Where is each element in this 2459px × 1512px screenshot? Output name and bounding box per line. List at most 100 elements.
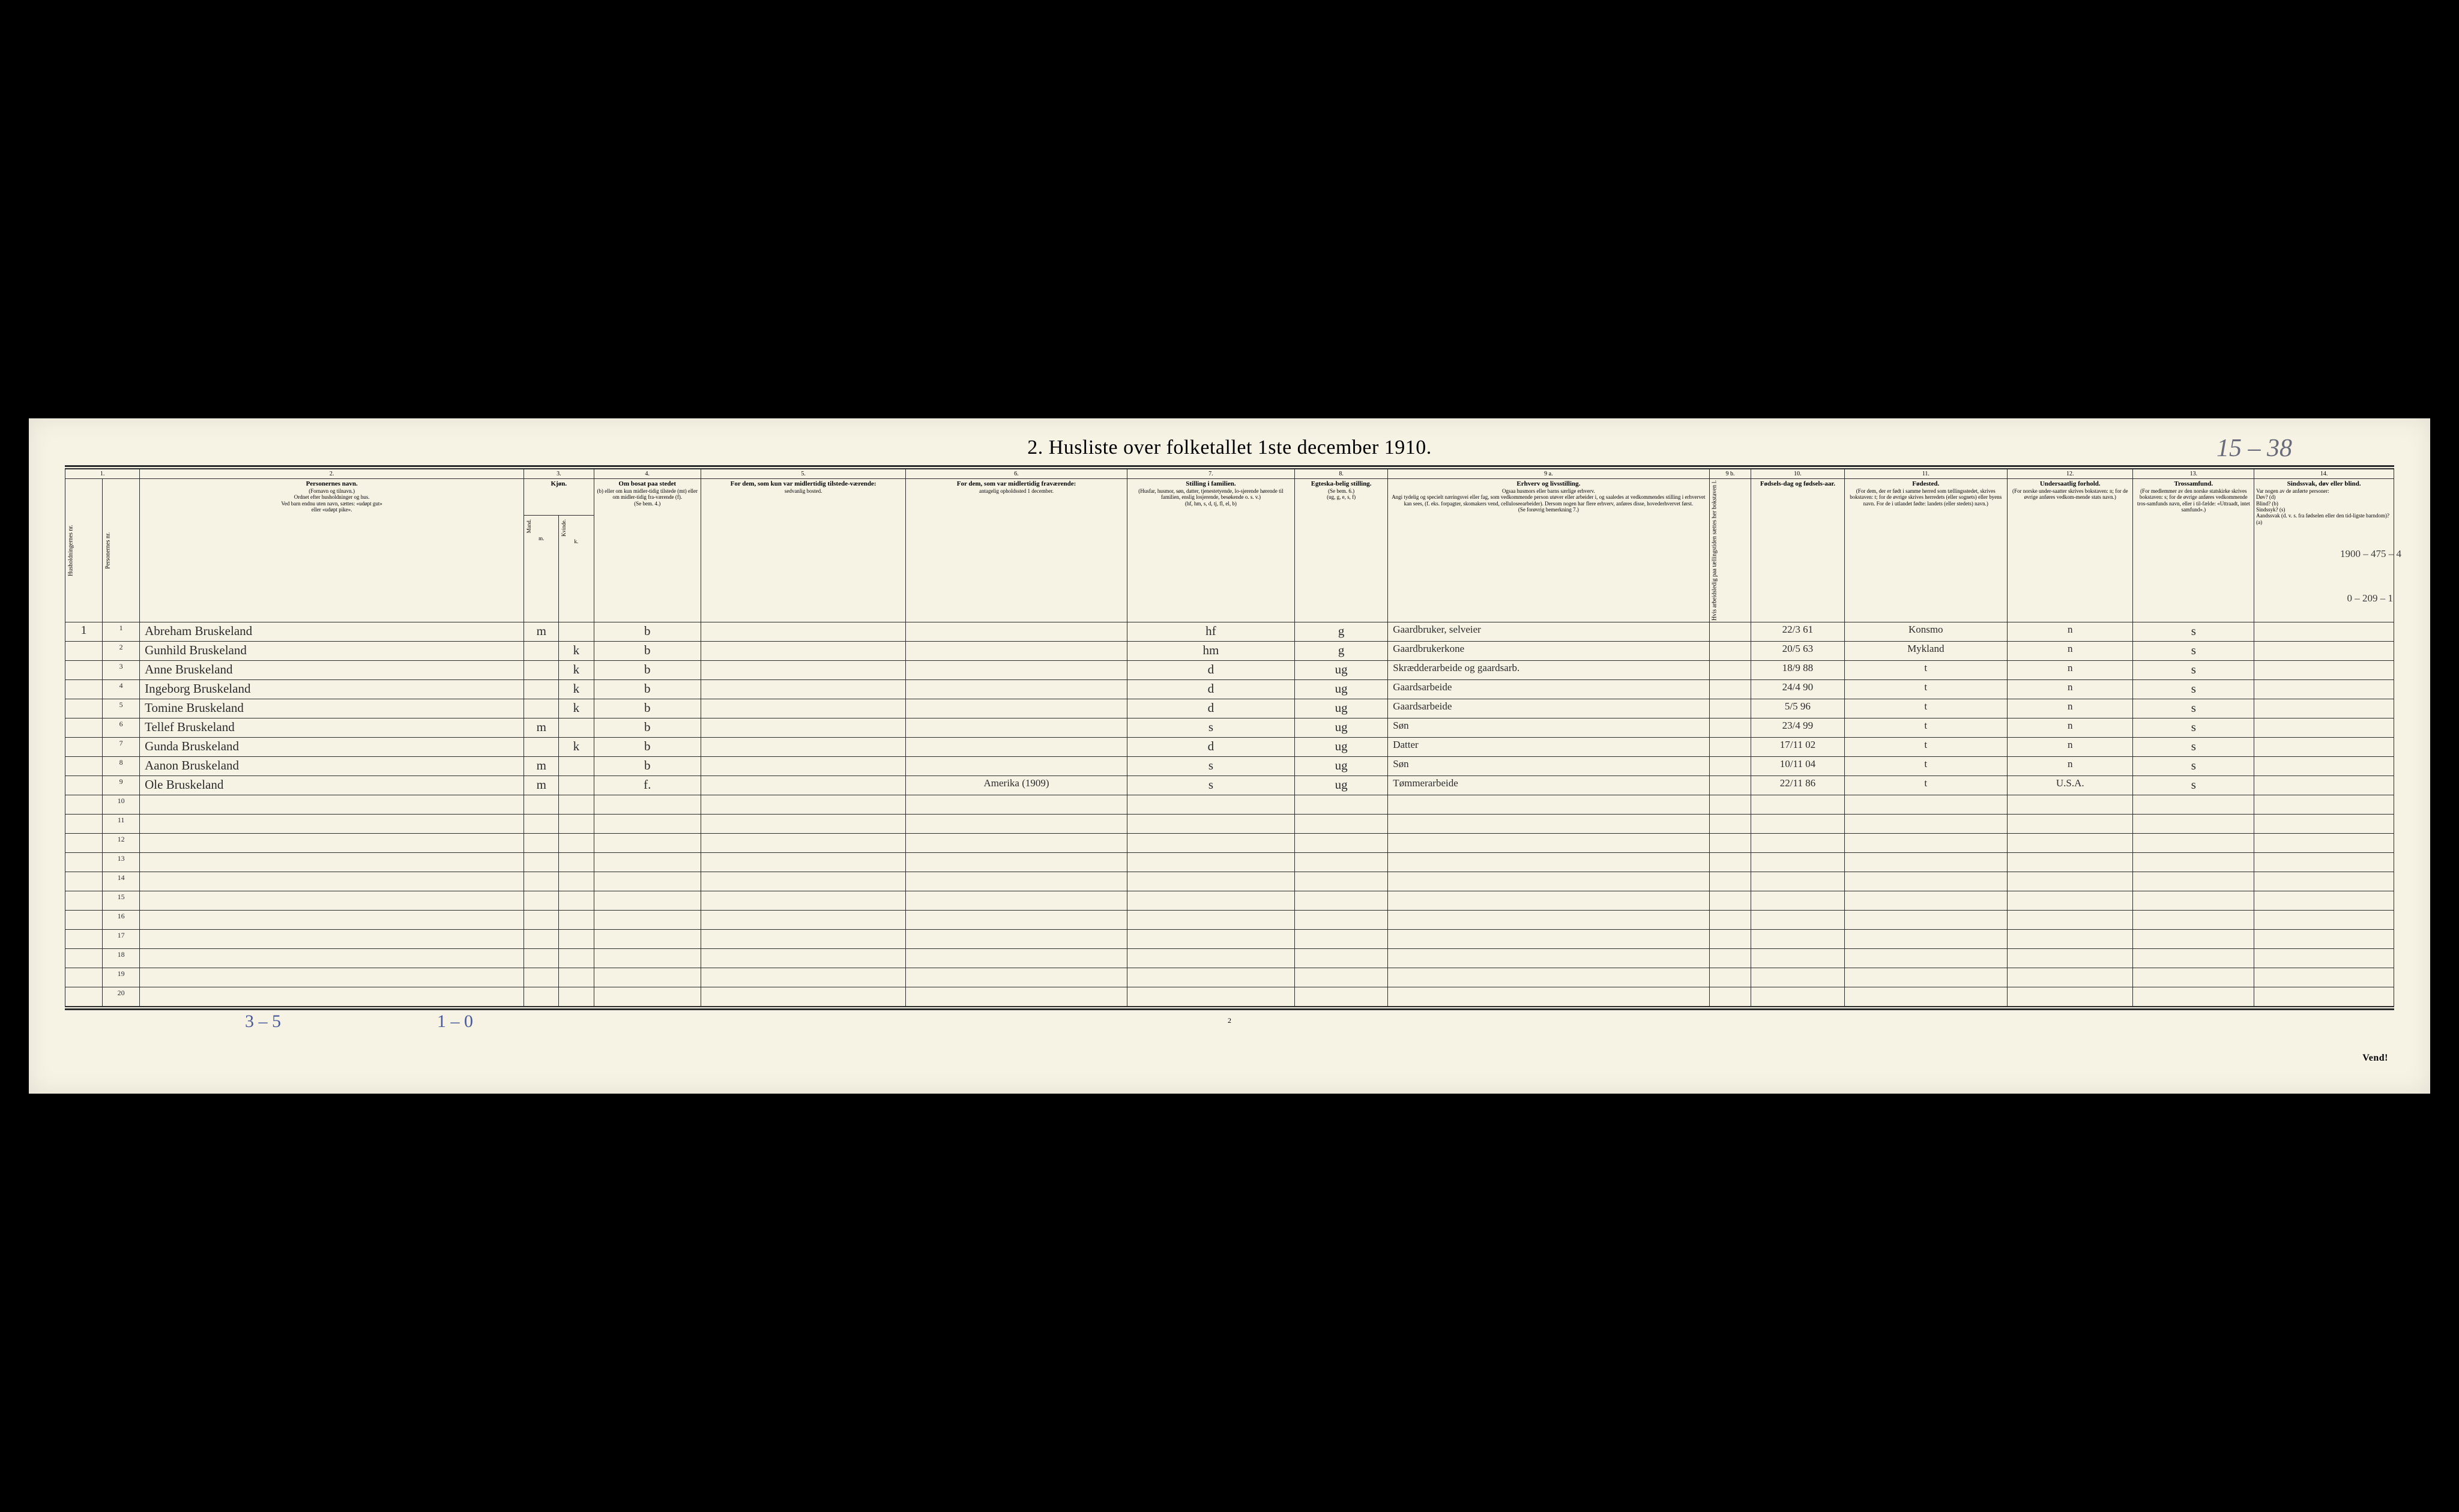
cell: 10	[103, 795, 140, 815]
cell: 1	[103, 622, 140, 642]
cell	[594, 834, 701, 853]
hdr-religion: Trossamfund. (For medlemmer av den norsk…	[2133, 479, 2254, 622]
cell	[559, 891, 594, 911]
cell	[906, 815, 1127, 834]
cell	[1388, 987, 1709, 1007]
cell: m	[524, 757, 559, 776]
cell	[1709, 891, 1751, 911]
hdr-nationality: Undersaatlig forhold. (For norske under-…	[2008, 479, 2133, 622]
table-body: 11Abreham BruskelandmbhfgGaardbruker, se…	[65, 622, 2394, 1007]
cell: 17	[103, 930, 140, 949]
cell	[2133, 930, 2254, 949]
cell	[559, 834, 594, 853]
cell	[2254, 968, 2394, 987]
cell	[906, 699, 1127, 718]
cell	[1751, 834, 1844, 853]
cell: Mykland	[1844, 642, 2008, 661]
cell	[2008, 968, 2133, 987]
cell	[524, 680, 559, 699]
cell	[524, 642, 559, 661]
cell: b	[594, 699, 701, 718]
hdr-c12-sub: (For norske under-saatter skrives boksta…	[2009, 488, 2131, 501]
cell	[2133, 795, 2254, 815]
colnum-5: 5.	[701, 469, 905, 479]
hdr-personnr: Personernes nr.	[103, 479, 140, 622]
cell	[1844, 853, 2008, 872]
cell	[65, 853, 103, 872]
cell: s	[2133, 680, 2254, 699]
cell	[1709, 911, 1751, 930]
cell	[140, 911, 524, 930]
cell	[1751, 987, 1844, 1007]
rule-bottom	[65, 1007, 2394, 1010]
cell	[559, 795, 594, 815]
cell	[594, 968, 701, 987]
cell: k	[559, 699, 594, 718]
cell	[1127, 853, 1294, 872]
cell: n	[2008, 738, 2133, 757]
table-header: 1. 2. 3. 4. 5. 6. 7. 8. 9 a. 9 b. 10. 11…	[65, 469, 2394, 622]
cell	[559, 757, 594, 776]
table-row-empty: 12	[65, 834, 2394, 853]
cell	[1751, 891, 1844, 911]
cell	[2133, 834, 2254, 853]
cell: m	[524, 776, 559, 795]
cell: Søn	[1388, 757, 1709, 776]
colnum-4: 4.	[594, 469, 701, 479]
cell: Gaardbruker, selveier	[1388, 622, 1709, 642]
cell: ug	[1295, 776, 1388, 795]
cell: s	[2133, 699, 2254, 718]
cell: Søn	[1388, 718, 1709, 738]
cell	[65, 815, 103, 834]
colnum-6: 6.	[906, 469, 1127, 479]
cell: k	[559, 680, 594, 699]
cell	[1127, 987, 1294, 1007]
cell	[559, 718, 594, 738]
cell: 15	[103, 891, 140, 911]
cell	[1709, 757, 1751, 776]
cell	[524, 795, 559, 815]
cell	[524, 853, 559, 872]
cell: t	[1844, 757, 2008, 776]
cell	[594, 949, 701, 968]
cell	[524, 930, 559, 949]
hdr-c8-main: Egteska-belig stilling.	[1297, 480, 1386, 488]
cell: 18	[103, 949, 140, 968]
hdr-m-abbr: m.	[526, 535, 557, 541]
hdr-k-abbr: k.	[561, 538, 591, 544]
cell: s	[1127, 718, 1294, 738]
cell	[1844, 834, 2008, 853]
hdr-c5-main: For dem, som kun var midlertidig tilsted…	[703, 480, 904, 488]
cell	[701, 757, 905, 776]
cell	[2008, 853, 2133, 872]
cell	[65, 987, 103, 1007]
cell	[906, 891, 1127, 911]
cell	[906, 987, 1127, 1007]
cell: n	[2008, 718, 2133, 738]
pencil-annotation-top: 15 – 38	[2216, 434, 2292, 463]
cell	[140, 949, 524, 968]
pencil-bottom-right: 1 – 0	[437, 1011, 473, 1032]
cell	[906, 853, 1127, 872]
header-row-colnums: 1. 2. 3. 4. 5. 6. 7. 8. 9 a. 9 b. 10. 11…	[65, 469, 2394, 479]
marginalia-row3: 0 – 209 – 1	[2347, 592, 2394, 604]
cell: s	[2133, 776, 2254, 795]
cell: U.S.A.	[2008, 776, 2133, 795]
cell	[1709, 642, 1751, 661]
cell	[1751, 795, 1844, 815]
cell	[906, 757, 1127, 776]
cell	[1127, 872, 1294, 891]
colnum-12: 12.	[2008, 469, 2133, 479]
cell: b	[594, 622, 701, 642]
cell	[559, 853, 594, 872]
cell: Tomine Bruskeland	[140, 699, 524, 718]
pencil-bottom-left: 3 – 5	[245, 1011, 281, 1032]
cell	[1295, 815, 1388, 834]
cell	[1127, 834, 1294, 853]
cell: Amerika (1909)	[906, 776, 1127, 795]
cell: g	[1295, 622, 1388, 642]
cell	[140, 815, 524, 834]
hdr-c9a-main: Erhverv og livsstilling.	[1390, 480, 1707, 488]
cell	[701, 718, 905, 738]
cell	[2008, 930, 2133, 949]
